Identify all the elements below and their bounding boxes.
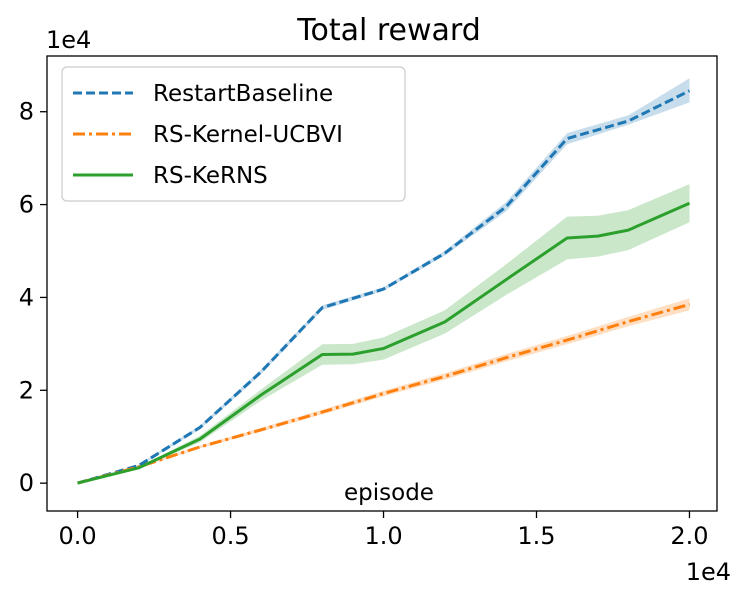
chart-title: Total reward	[296, 13, 481, 48]
series-line-rs-kerns	[77, 201, 691, 485]
legend-label-rs-kernel-ucbvi: RS-Kernel-UCBVI	[153, 122, 343, 148]
x-tick-label: 2.0	[670, 522, 708, 550]
x-tick-label: 1.5	[517, 522, 555, 550]
series-line-rs-kernel-ucbvi	[77, 302, 690, 485]
x-multiplier: 1e4	[686, 558, 731, 586]
y-tick-label: 6	[19, 191, 34, 219]
legend-label-rs-kerns: RS-KeRNS	[153, 163, 268, 189]
x-tick-label: 1.0	[364, 522, 402, 550]
y-multiplier: 1e4	[46, 26, 91, 54]
legend: RestartBaseline RS-Kernel-UCBVI RS-KeRNS	[61, 66, 406, 202]
legend-box	[61, 66, 406, 202]
plot-frame	[46, 55, 718, 512]
y-tick-label: 8	[19, 98, 34, 126]
y-tick-label: 2	[19, 376, 34, 404]
x-axis-label: episode	[344, 480, 434, 506]
series-line-restartbaseline	[77, 89, 691, 485]
x-tick-label: 0.0	[59, 522, 97, 550]
confidence-band-restartbaseline	[77, 78, 690, 484]
y-tick-label: 0	[19, 469, 34, 497]
legend-label-restartbaseline: RestartBaseline	[153, 81, 333, 107]
x-tick-label: 0.5	[211, 522, 249, 550]
confidence-band-rs-kernel-ucbvi	[77, 298, 690, 484]
y-tick-label: 4	[19, 283, 34, 311]
